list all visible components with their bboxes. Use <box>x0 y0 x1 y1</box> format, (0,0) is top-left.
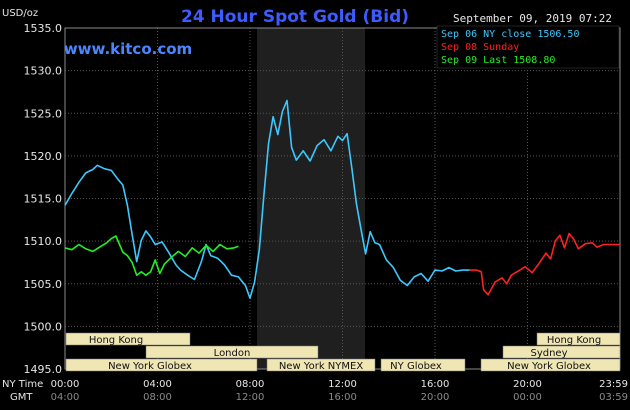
x-tick-label-ny: 08:00 <box>236 379 265 390</box>
session-bar-ny-globex <box>380 358 466 372</box>
session-label-new-york-globex: New York Globex <box>108 361 192 372</box>
y-tick-label: 1535.0 <box>24 22 63 35</box>
x-tick-label-ny: 23:59 <box>599 379 628 390</box>
series-line-0 <box>64 99 470 300</box>
y-tick-label: 1525.0 <box>24 107 63 120</box>
session-bars: Hong Kong London New York Globex New Yor… <box>65 332 621 372</box>
y-tick-label: 1500.0 <box>24 320 63 333</box>
session-label-hong-kong: Hong Kong <box>89 335 143 346</box>
session-bar-hong-kong <box>65 332 191 346</box>
x-tick-label-gmt: 08:00 <box>143 392 172 403</box>
y-axis-labels: 1535.0 1530.0 1525.0 1520.0 1515.0 1510.0 1505… <box>24 22 63 376</box>
x-labels-ny: 00:00 04:00 08:00 12:00 16:00 20:00 23:59 <box>51 379 628 390</box>
x-tick-label-gmt: 16:00 <box>328 392 357 403</box>
y-axis-unit: USD/oz <box>2 8 38 19</box>
chart-title: 24 Hour Spot Gold (Bid) <box>181 7 409 27</box>
session-label-london: London <box>214 348 251 359</box>
legend: Sep 06 NY close 1506.50 Sep 08 Sunday Se… <box>436 25 620 69</box>
y-tick-label: 1515.0 <box>24 193 63 206</box>
session-label-new-york-nymex: New York NYMEX <box>279 361 364 372</box>
y-tick-label: 1530.0 <box>24 65 63 78</box>
x-row-label-ny-time: NY Time <box>2 379 43 390</box>
session-bar-new-york-globex <box>65 358 258 372</box>
session-bar-hong-kong-next <box>536 332 621 346</box>
watermark-url: www.kitco.com <box>64 40 192 58</box>
x-labels-gmt: 04:00 08:00 12:00 16:00 20:00 00:00 03:59 <box>51 392 628 403</box>
session-label-new-york-globex-next: New York Globex <box>507 361 591 372</box>
x-tick-label-gmt: 00:00 <box>513 392 542 403</box>
series-line-2 <box>64 235 239 277</box>
x-tick-label-gmt: 12:00 <box>236 392 265 403</box>
session-label-hong-kong-next: Hong Kong <box>547 335 601 346</box>
series-line-1 <box>469 232 620 296</box>
legend-box <box>436 25 620 69</box>
x-tick-label-gmt: 20:00 <box>421 392 450 403</box>
y-tick-label: 1495.0 <box>24 363 63 376</box>
x-tick-label-gmt: 03:59 <box>599 392 628 403</box>
x-tick-label-ny: 04:00 <box>143 379 172 390</box>
x-tick-label-gmt: 04:00 <box>51 392 80 403</box>
session-bar-new-york-nymex <box>266 358 376 372</box>
x-tick-label-ny: 00:00 <box>51 379 80 390</box>
session-label-sydney: Sydney <box>530 348 567 359</box>
series-group <box>64 99 620 300</box>
legend-entry-last: Sep 09 Last 1508.80 <box>441 55 555 66</box>
x-row-label-gmt: GMT <box>10 392 33 403</box>
legend-entry-sunday: Sep 08 Sunday <box>441 42 519 53</box>
x-tick-label-ny: 16:00 <box>421 379 450 390</box>
session-bar-london <box>145 345 319 359</box>
y-tick-label: 1510.0 <box>24 235 63 248</box>
x-tick-label-ny: 20:00 <box>513 379 542 390</box>
legend-entry-ny-close: Sep 06 NY close 1506.50 <box>441 29 579 40</box>
session-bar-new-york-globex-next <box>480 358 621 372</box>
x-axis: NY Time GMT 00:00 04:00 08:00 12:00 16:00 20:… <box>2 379 628 403</box>
x-tick-label-ny: 12:00 <box>328 379 357 390</box>
y-tick-label: 1505.0 <box>24 278 63 291</box>
session-bar-sydney <box>502 345 621 359</box>
y-tick-label: 1520.0 <box>24 150 63 163</box>
session-label-ny-globex: NY Globex <box>390 361 442 372</box>
date-time-stamp: September 09, 2019 07:22 <box>453 12 612 25</box>
